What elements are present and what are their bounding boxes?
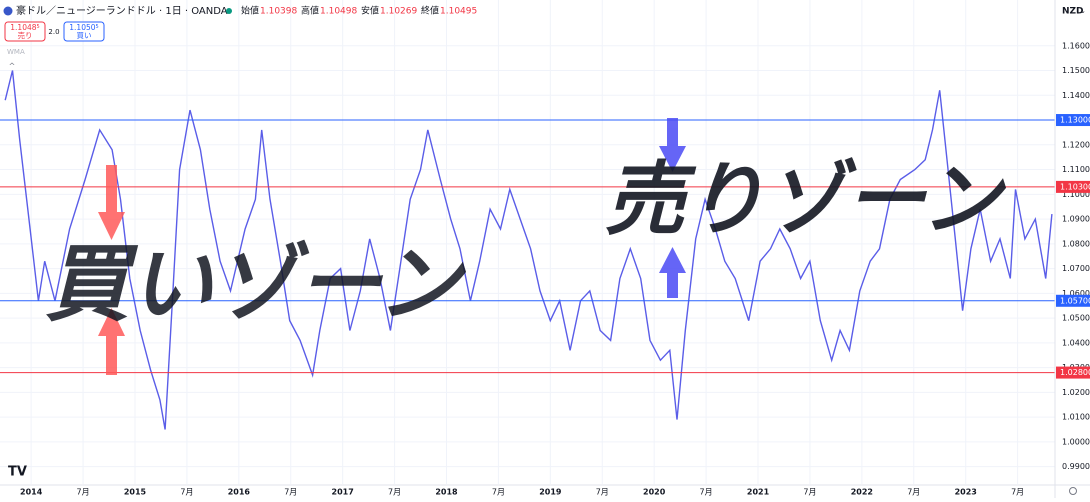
- y-tick-label: 1.07000: [1062, 264, 1090, 273]
- buy-price[interactable]: 1.10505: [69, 23, 98, 32]
- collapse-icon[interactable]: ^: [9, 62, 16, 71]
- y-tick-label: 1.10000: [1062, 190, 1090, 199]
- x-tick-label: 2021: [747, 488, 770, 497]
- x-tick-label: 7月: [77, 488, 90, 497]
- arrow-shaft: [106, 165, 117, 215]
- y-tick-label: 1.11000: [1062, 165, 1090, 174]
- x-tick-label: 2016: [228, 488, 251, 497]
- buy-arrows: [98, 165, 125, 375]
- annotation: 売りゾーン: [605, 153, 1007, 246]
- symbol-title: 豪ドル／ニュージーランドドル · 1日 · OANDA: [16, 4, 228, 17]
- x-tick-label: 7月: [180, 488, 193, 497]
- annotation: 買いゾーン: [45, 235, 467, 333]
- sell-price[interactable]: 1.10485: [10, 23, 39, 32]
- ohlc-label: 安値: [361, 5, 379, 17]
- y-tick-label: 1.14000: [1062, 91, 1090, 100]
- status-dot: [226, 8, 232, 14]
- ohlc-value: 1.10495: [440, 7, 477, 17]
- axes: 0.990001.000001.010001.020001.030001.040…: [20, 41, 1090, 497]
- sell-label[interactable]: 売り: [18, 30, 33, 40]
- sell-button[interactable]: [4, 21, 46, 42]
- arrow-shaft: [667, 118, 678, 148]
- x-tick-label: 7月: [492, 488, 505, 497]
- x-tick-label: 2023: [955, 488, 977, 497]
- x-tick-label: 7月: [596, 488, 609, 497]
- x-tick-label: 7月: [907, 488, 920, 497]
- price-line: [4, 70, 1053, 430]
- y-tick-label: 1.12000: [1062, 140, 1090, 149]
- sell-arrows: [659, 118, 686, 298]
- y-tick-label: 1.04000: [1062, 338, 1090, 347]
- x-tick-label: 7月: [284, 488, 297, 497]
- logo: TV: [8, 465, 27, 480]
- y-tick-label: 1.15000: [1062, 66, 1090, 75]
- x-tick-label: 7月: [803, 488, 816, 497]
- price-label-box: [1056, 180, 1090, 193]
- currency-menu[interactable]: ⌄: [1080, 7, 1086, 15]
- spread: 2.0: [48, 28, 59, 36]
- price-label-box: [1056, 366, 1090, 379]
- y-tick-label: 1.00000: [1062, 437, 1090, 446]
- price-label-box: [1056, 114, 1090, 127]
- arrow-head: [659, 247, 686, 273]
- settings-icon[interactable]: [1069, 487, 1077, 495]
- ohlc-label: 終値: [421, 5, 439, 17]
- y-tick-label: 1.09000: [1062, 215, 1090, 224]
- y-tick-label: 1.16000: [1062, 41, 1090, 50]
- x-tick-label: 2022: [851, 488, 873, 497]
- x-tick-label: 2019: [539, 488, 562, 497]
- ohlc-value: 1.10498: [320, 7, 357, 17]
- y-tick-label: 0.99000: [1062, 462, 1090, 471]
- x-tick-label: 2014: [20, 488, 43, 497]
- ohlc-label: 高値: [301, 5, 319, 17]
- arrow-head: [98, 212, 125, 240]
- x-tick-label: 7月: [1011, 488, 1024, 497]
- x-tick-label: 7月: [388, 488, 401, 497]
- ohlc-label: 始値: [241, 5, 259, 17]
- y-tick-label: 1.05000: [1062, 314, 1090, 323]
- lines: [0, 70, 1055, 430]
- x-tick-label: 2018: [435, 488, 458, 497]
- y-tick-label: 1.06000: [1062, 289, 1090, 298]
- x-tick-label: 2017: [332, 488, 354, 497]
- arrow-head: [659, 146, 686, 172]
- y-tick-label: 1.02000: [1062, 388, 1090, 397]
- arrow-head: [98, 308, 125, 336]
- y-tick-label: 1.01000: [1062, 413, 1090, 422]
- price-label: 1.05700: [1060, 296, 1090, 305]
- currency[interactable]: NZD: [1062, 7, 1084, 17]
- arrow-shaft: [106, 333, 117, 375]
- ohlc-value: 1.10269: [380, 7, 417, 17]
- buy-button[interactable]: [63, 21, 105, 42]
- y-tick-label: 1.08000: [1062, 239, 1090, 248]
- x-tick-label: 2015: [124, 488, 147, 497]
- x-tick-label: 7月: [700, 488, 713, 497]
- grid: [0, 0, 1055, 484]
- ohlc-value: 1.10398: [260, 7, 297, 17]
- x-tick-label: 2020: [643, 488, 666, 497]
- price-label-box: [1056, 294, 1090, 307]
- arrow-shaft: [667, 270, 678, 298]
- ohlc: 始値 1.10398 高値 1.10498 安値 1.10269 終値 1.10495: [241, 5, 477, 17]
- price-label: 1.13000: [1060, 116, 1090, 125]
- symbol-icon: [3, 6, 13, 16]
- price-label: 1.10300: [1060, 182, 1090, 191]
- indicator-label: WMA: [7, 48, 25, 56]
- buy-label[interactable]: 買い: [77, 31, 92, 40]
- price-label: 1.02800: [1060, 368, 1090, 377]
